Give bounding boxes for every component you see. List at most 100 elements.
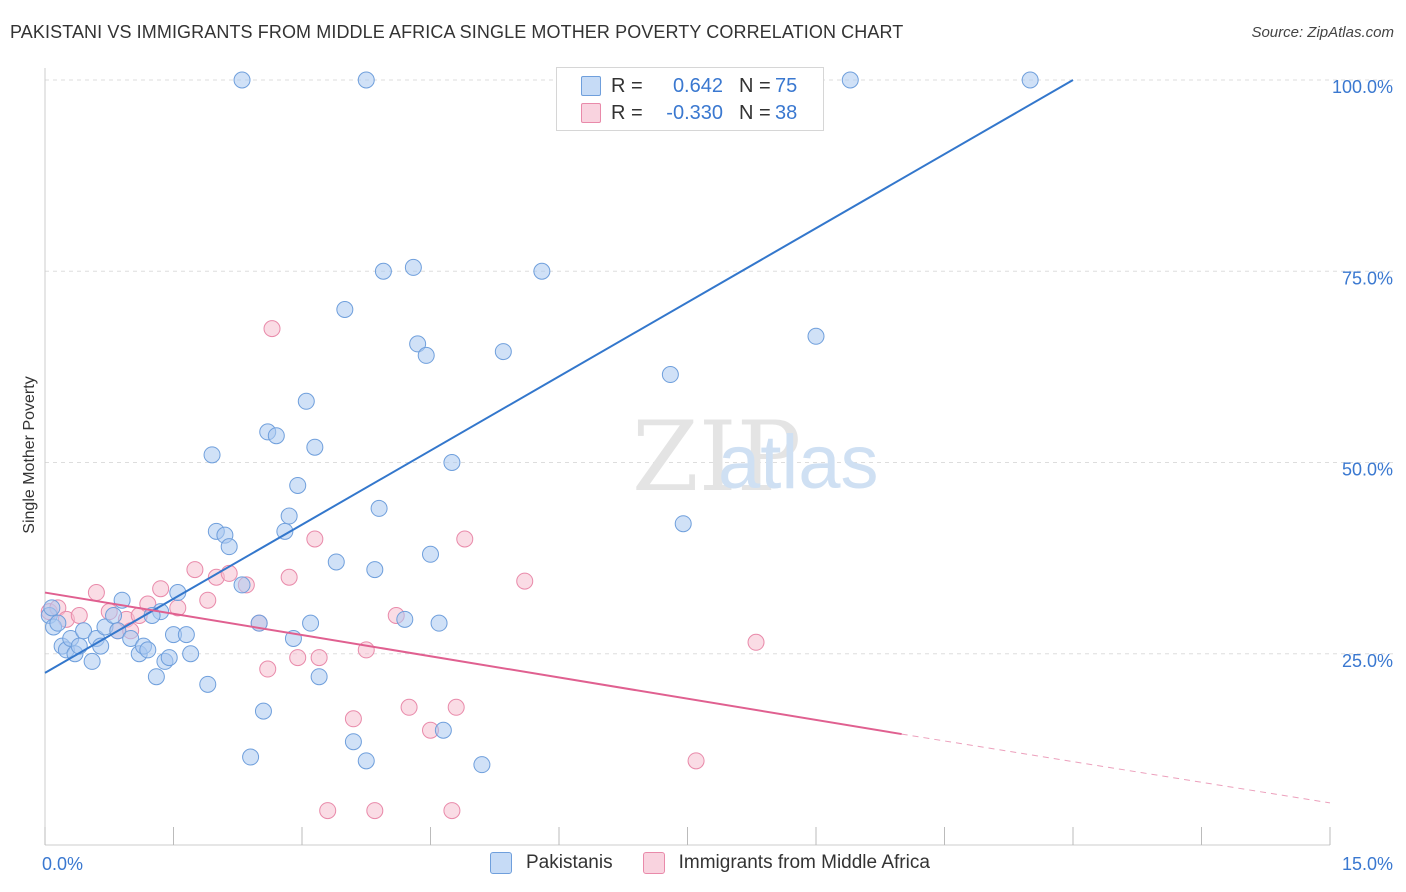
middle-africa-trend-extension xyxy=(901,733,1331,804)
source-credit: Source: ZipAtlas.com xyxy=(1251,24,1394,41)
middle-africa-point xyxy=(70,607,88,624)
pakistani-point xyxy=(267,427,285,445)
legend-label: Immigrants from Middle Africa xyxy=(678,852,930,873)
pakistani-point xyxy=(357,71,375,89)
pakistani-point xyxy=(43,599,61,617)
pakistani-point xyxy=(841,71,859,89)
pakistani-point xyxy=(370,499,388,517)
middle-africa-point xyxy=(747,633,765,651)
middle-africa-point xyxy=(186,561,204,579)
y-tick-label: 75.0% xyxy=(1342,268,1393,288)
middle-africa-point xyxy=(319,802,337,820)
tick-labels: 25.0% 50.0% 75.0% 100.0% 0.0% 15.0% xyxy=(42,77,1393,874)
pakistani-point xyxy=(233,71,251,89)
pakistani-point xyxy=(297,392,315,410)
x-tick-label: 15.0% xyxy=(1342,854,1393,874)
pakistani-point xyxy=(473,756,491,774)
middle-africa-point xyxy=(259,660,277,678)
middle-africa-point xyxy=(400,698,418,716)
middle-africa-point xyxy=(310,649,328,667)
middle-africa-point xyxy=(443,802,461,820)
middle-africa-point xyxy=(366,802,384,820)
pakistani-point xyxy=(674,515,692,533)
pakistani-point xyxy=(289,476,307,494)
pakistani-point xyxy=(220,538,238,556)
chart-title: PAKISTANI VS IMMIGRANTS FROM MIDDLE AFRI… xyxy=(10,22,904,42)
legend-row-middle-africa: R = -0.330 N = 38 xyxy=(581,100,797,126)
pakistani-point xyxy=(203,446,221,464)
pakistani-point xyxy=(177,626,195,644)
pakistani-point xyxy=(182,645,200,663)
pakistani-point xyxy=(396,610,414,628)
y-tick-label: 100.0% xyxy=(1332,77,1393,97)
legend-swatch-pink xyxy=(581,103,601,123)
legend-swatch-pink xyxy=(642,852,665,874)
series-legend: Pakistanis Immigrants from Middle Africa xyxy=(490,852,960,874)
r-value: -0.330 xyxy=(666,101,723,124)
middle-africa-point xyxy=(199,591,217,609)
watermark-zip: ZIP xyxy=(632,401,801,513)
pakistani-point xyxy=(404,258,422,276)
legend-swatch-blue xyxy=(581,76,601,96)
middle-africa-point xyxy=(280,568,298,586)
correlation-legend: R = 0.642 N = 75 R = -0.330 N = 38 xyxy=(556,67,824,131)
legend-item-middle-africa[interactable]: Immigrants from Middle Africa xyxy=(642,852,930,874)
legend-item-pakistanis[interactable]: Pakistanis xyxy=(490,852,613,874)
n-label: N = xyxy=(739,74,771,97)
middle-africa-point xyxy=(152,580,170,598)
pakistani-point xyxy=(310,668,328,686)
legend-label: Pakistanis xyxy=(526,852,613,873)
n-value: 75 xyxy=(775,74,798,97)
middle-africa-trend-line xyxy=(44,591,902,736)
pakistani-point xyxy=(199,675,217,693)
pakistani-point xyxy=(105,607,123,624)
pakistani-point xyxy=(533,262,551,280)
pakistani-point xyxy=(242,748,260,766)
pakistani-point xyxy=(417,346,435,364)
pakistani-point xyxy=(122,629,140,647)
pakistani-point xyxy=(160,649,178,667)
pakistani-point xyxy=(661,366,679,384)
r-label: R = xyxy=(611,101,643,124)
pakistani-point xyxy=(254,702,272,720)
middle-africa-point xyxy=(87,584,105,602)
r-label: R = xyxy=(611,74,643,97)
grid-lines xyxy=(45,79,1395,655)
pakistani-point xyxy=(280,507,298,525)
pakistani-point xyxy=(147,668,165,686)
pakistani-point xyxy=(336,301,354,318)
pakistani-point xyxy=(494,343,512,361)
pakistani-point xyxy=(344,733,362,751)
n-label: N = xyxy=(739,101,771,124)
pakistani-point xyxy=(807,327,825,345)
pakistani-point xyxy=(357,752,375,770)
pakistani-point xyxy=(139,641,157,659)
pakistani-point xyxy=(1021,71,1039,89)
pakistani-point xyxy=(49,614,67,632)
legend-swatch-blue xyxy=(490,852,512,874)
pakistani-point xyxy=(75,622,93,640)
middle-africa-point xyxy=(447,698,465,716)
pakistani-point xyxy=(422,545,439,563)
pakistani-point xyxy=(70,637,88,655)
pakistani-point xyxy=(434,721,452,739)
data-points xyxy=(40,71,1039,820)
middle-africa-point xyxy=(289,649,307,667)
pakistani-point xyxy=(83,652,101,670)
y-tick-label: 25.0% xyxy=(1342,651,1393,671)
middle-africa-point xyxy=(220,564,238,582)
watermark: ZIP atlas xyxy=(632,401,879,513)
trend-lines xyxy=(44,79,1331,804)
pakistani-point xyxy=(327,553,345,571)
pakistani-point xyxy=(443,454,461,471)
watermark-atlas: atlas xyxy=(718,420,879,505)
axes xyxy=(44,68,1331,846)
legend-row-pakistanis: R = 0.642 N = 75 xyxy=(581,73,798,99)
pakistani-point xyxy=(306,438,324,456)
pakistani-point xyxy=(366,561,384,579)
r-value: 0.642 xyxy=(672,74,723,97)
middle-africa-point xyxy=(344,710,362,728)
middle-africa-point xyxy=(516,572,534,590)
pakistani-point xyxy=(374,262,392,280)
